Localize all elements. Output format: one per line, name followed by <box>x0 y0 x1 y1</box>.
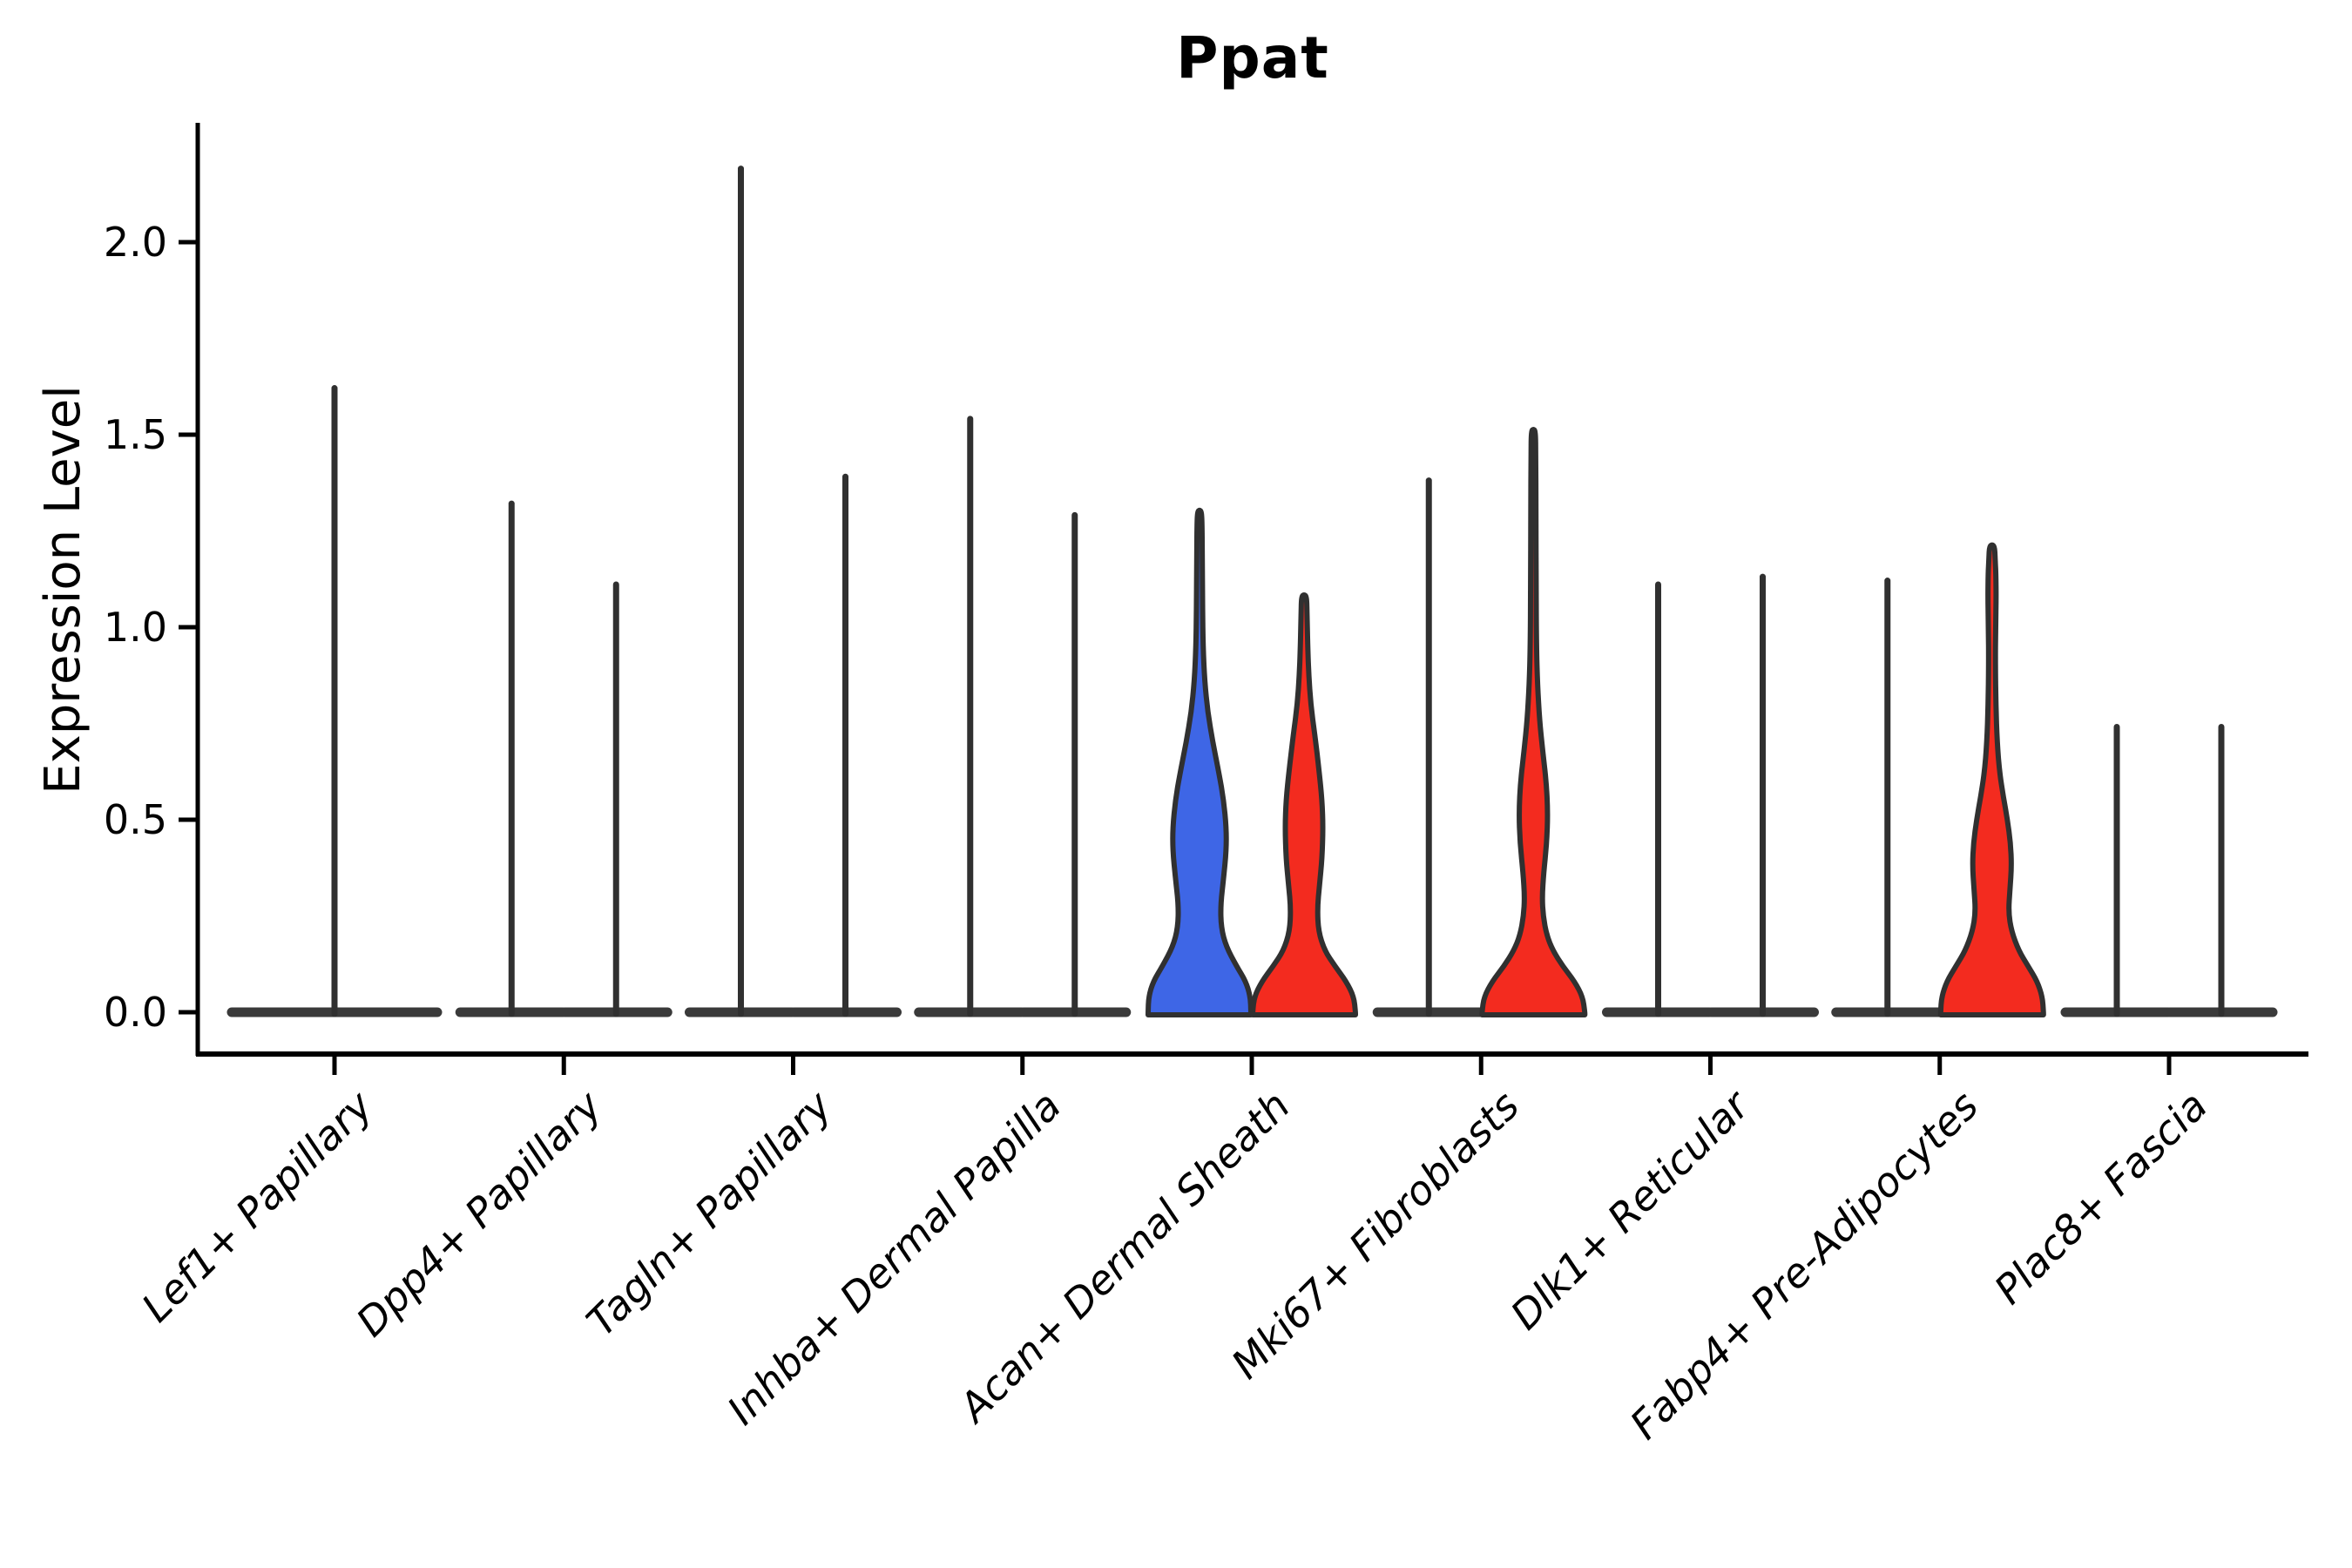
axes-layer <box>179 123 2308 1075</box>
violins-layer <box>226 166 2278 1017</box>
violin-body-red <box>1250 592 1358 1017</box>
violin-body-blue <box>1146 507 1254 1017</box>
y-tick-label-1.0: 1.0 <box>103 604 167 651</box>
violin-body-red <box>1937 542 2046 1017</box>
y-tick-label-1.5: 1.5 <box>103 411 167 458</box>
chart-title: Ppat <box>1176 24 1329 91</box>
y-tick-label-2.0: 2.0 <box>103 219 167 266</box>
y-tick-label-0.5: 0.5 <box>103 796 167 843</box>
y-tick-label-0.0: 0.0 <box>103 989 167 1036</box>
violin-body-red <box>1479 427 1588 1017</box>
